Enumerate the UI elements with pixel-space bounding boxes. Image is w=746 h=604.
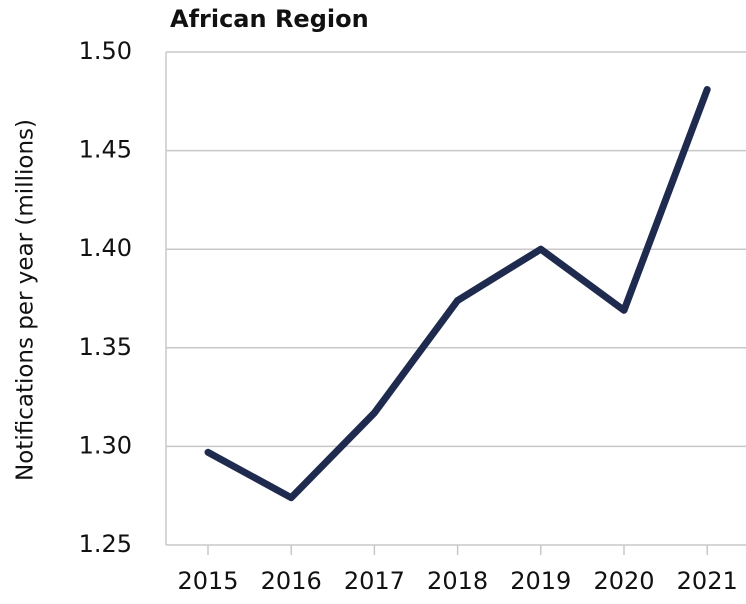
y-axis-label: Notifications per year (millions)	[13, 119, 39, 481]
y-tick-label: 1.50	[79, 37, 132, 65]
y-tick-label: 1.45	[79, 136, 132, 164]
x-tick-label: 2016	[261, 567, 322, 595]
y-tick-label: 1.40	[79, 234, 132, 262]
y-tick-label: 1.25	[79, 530, 132, 558]
x-tick-label: 2017	[344, 567, 405, 595]
x-tick-label: 2021	[677, 567, 738, 595]
y-tick-label: 1.35	[79, 333, 132, 361]
y-tick-label: 1.30	[79, 431, 132, 459]
x-tick-label: 2018	[427, 567, 488, 595]
x-tick-label: 2020	[593, 567, 654, 595]
x-tick-label: 2015	[177, 567, 238, 595]
x-tick-label: 2019	[510, 567, 571, 595]
chart-title: African Region	[170, 5, 369, 33]
data-line	[204, 85, 711, 502]
